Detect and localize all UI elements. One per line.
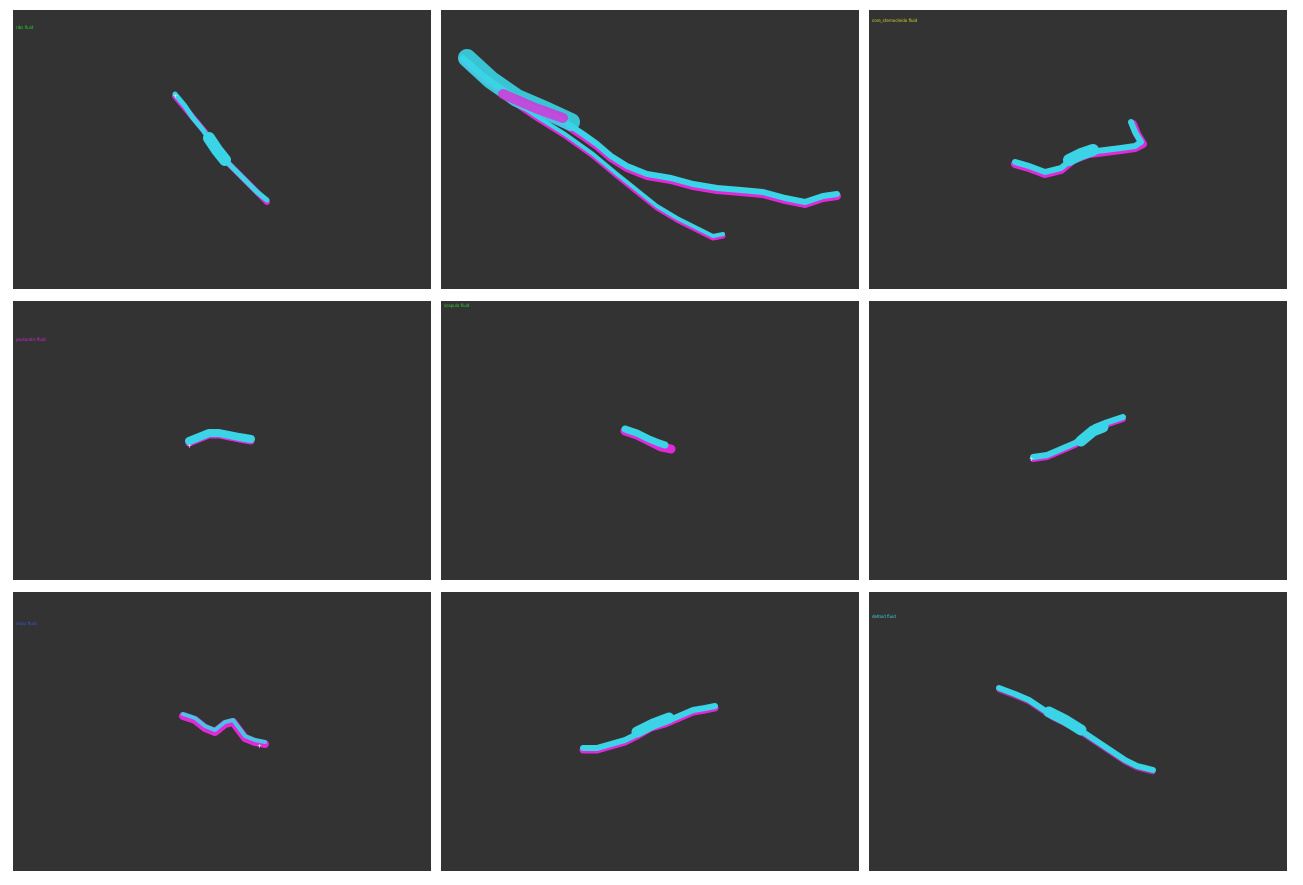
- tract-render: +: [172, 91, 270, 205]
- tract-render: +: [179, 712, 269, 750]
- panel-label: ribs fluid: [16, 25, 34, 30]
- svg-text:+: +: [173, 93, 178, 100]
- render-panel-4: pectoralis fluid +: [13, 301, 431, 580]
- render-panel-7: mass fluid +: [13, 592, 431, 871]
- render-panel-2: [441, 10, 859, 289]
- tract-render: [620, 425, 676, 454]
- panel-label: pectoralis fluid: [16, 337, 46, 342]
- tract-render: [996, 685, 1156, 775]
- tract-render: +: [185, 429, 255, 450]
- panel-label: scapula fluid: [444, 303, 470, 308]
- panel-label: core_sternocleido fluid: [872, 18, 918, 23]
- panel-label: deltoid fluid: [872, 614, 896, 619]
- svg-text:+: +: [257, 743, 262, 750]
- render-panel-3: core_sternocleido fluid: [869, 10, 1287, 289]
- svg-text:+: +: [187, 443, 192, 450]
- tract-render: +: [1029, 414, 1126, 463]
- svg-text:+: +: [1029, 456, 1034, 463]
- render-panel-1: ribs fluid +: [13, 10, 431, 289]
- tract-render: [579, 703, 719, 754]
- render-panel-8: [441, 592, 859, 871]
- render-panel-6: +: [869, 301, 1287, 580]
- tract-render: [458, 49, 841, 241]
- tract-render: [1011, 119, 1147, 178]
- render-panel-5: scapula fluid: [441, 301, 859, 580]
- render-panel-9: deltoid fluid: [869, 592, 1287, 871]
- panel-label: mass fluid: [16, 621, 37, 626]
